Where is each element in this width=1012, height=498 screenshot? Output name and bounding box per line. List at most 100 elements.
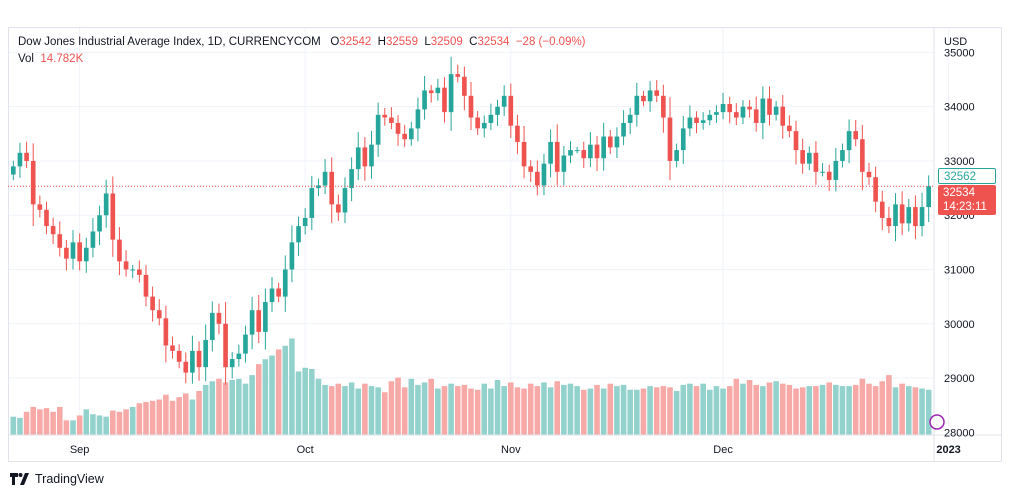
candle-body — [913, 207, 918, 227]
candle-body — [442, 87, 447, 113]
candle-body — [647, 90, 653, 102]
candle-body — [243, 334, 248, 354]
candle-body — [10, 166, 16, 175]
candle-body — [110, 193, 116, 240]
volume-bar — [667, 387, 673, 435]
volume-bar — [315, 378, 322, 435]
volume-bar — [879, 381, 886, 435]
volume-bars — [10, 338, 932, 435]
candle-body — [130, 269, 136, 271]
time-tick-label: Nov — [501, 444, 521, 456]
bar-countdown: 14:23:11 — [943, 201, 987, 213]
volume-bar — [680, 384, 687, 435]
volume-indicator-icon[interactable] — [929, 414, 945, 430]
volume-bar — [328, 386, 335, 435]
volume-bar — [388, 381, 395, 435]
volume-bar — [620, 384, 627, 435]
volume-bar — [746, 380, 753, 435]
candle-body — [515, 125, 520, 142]
volume-bar — [282, 345, 289, 435]
candle-body — [256, 310, 262, 332]
candle-body — [588, 144, 593, 159]
chart-frame[interactable] — [8, 27, 1002, 462]
volume-bar — [541, 382, 547, 435]
candle-body — [196, 350, 202, 368]
volume-bar — [309, 369, 315, 435]
candle-body — [674, 150, 679, 161]
volume-bar — [779, 383, 786, 435]
candle-body — [50, 226, 56, 235]
candle-body — [481, 122, 487, 129]
candle-body — [621, 122, 626, 137]
volume-bar — [766, 382, 773, 435]
volume-bar — [905, 386, 912, 435]
volume-bar — [229, 380, 235, 435]
candle-body — [170, 345, 175, 351]
volume-bar — [242, 383, 249, 435]
candle-body — [627, 114, 633, 123]
candle-body — [455, 74, 461, 77]
time-axis[interactable]: SepOctNovDec2023FebMar — [70, 444, 1012, 456]
volume-bar — [236, 378, 242, 435]
volume-bar — [866, 383, 872, 435]
open-label: O — [330, 36, 340, 48]
candle-body — [44, 209, 49, 227]
volume-bar — [554, 381, 561, 435]
candle-body — [282, 269, 288, 297]
candle-body — [641, 95, 646, 102]
volume-bar — [375, 387, 381, 435]
candle-body — [760, 98, 766, 123]
volume-bar — [886, 375, 892, 435]
candle-body — [123, 261, 129, 270]
volume-bar — [826, 382, 832, 435]
candle-body — [528, 166, 534, 172]
candle-body — [773, 106, 779, 115]
volume-bar — [182, 393, 189, 435]
volume-bar — [839, 386, 846, 435]
volume-bar — [381, 392, 388, 435]
volume-bar — [726, 386, 733, 435]
volume-bar — [10, 416, 17, 435]
candle-body — [707, 114, 713, 121]
volume-bar — [740, 383, 746, 435]
last-close-tag: 32562 — [938, 168, 996, 184]
volume-bar — [342, 386, 348, 435]
price-tick-label: 30000 — [944, 319, 975, 331]
volume-bar — [295, 371, 302, 435]
volume-bar — [421, 382, 428, 435]
candle-body — [342, 188, 348, 213]
candle-body — [190, 350, 195, 373]
volume-bar — [302, 367, 308, 435]
candle-body — [833, 160, 839, 180]
low-value: 32509 — [430, 36, 463, 48]
candle-body — [906, 207, 912, 224]
candle-body — [813, 152, 819, 172]
candle-body — [521, 141, 527, 167]
candle-body — [886, 217, 892, 227]
price-tick-label: 33000 — [944, 156, 975, 168]
candlestick-chart[interactable]: USD 350003400033000320003100030000290002… — [0, 0, 1012, 470]
volume-bar — [600, 388, 607, 435]
tradingview-logo[interactable]: TradingView — [10, 472, 104, 486]
candle-body — [694, 117, 699, 123]
candle-body — [654, 90, 660, 96]
volume-bar — [521, 388, 527, 435]
price-tick-label: 34000 — [944, 102, 975, 114]
volume-bar — [852, 384, 859, 435]
candle-body — [143, 274, 149, 297]
candle-body — [223, 323, 228, 368]
candle-body — [289, 242, 295, 270]
candle-body — [753, 109, 759, 123]
volume-bar — [833, 384, 839, 435]
candle-body — [156, 310, 162, 319]
candle-body — [568, 150, 573, 156]
candle-body — [269, 288, 275, 303]
candle-body — [667, 117, 673, 161]
candle-body — [422, 90, 427, 110]
candle-body — [216, 312, 222, 324]
volume-bar — [488, 388, 494, 435]
volume-bar — [786, 384, 793, 435]
high-label: H — [377, 36, 386, 48]
volume-bar — [481, 383, 488, 435]
